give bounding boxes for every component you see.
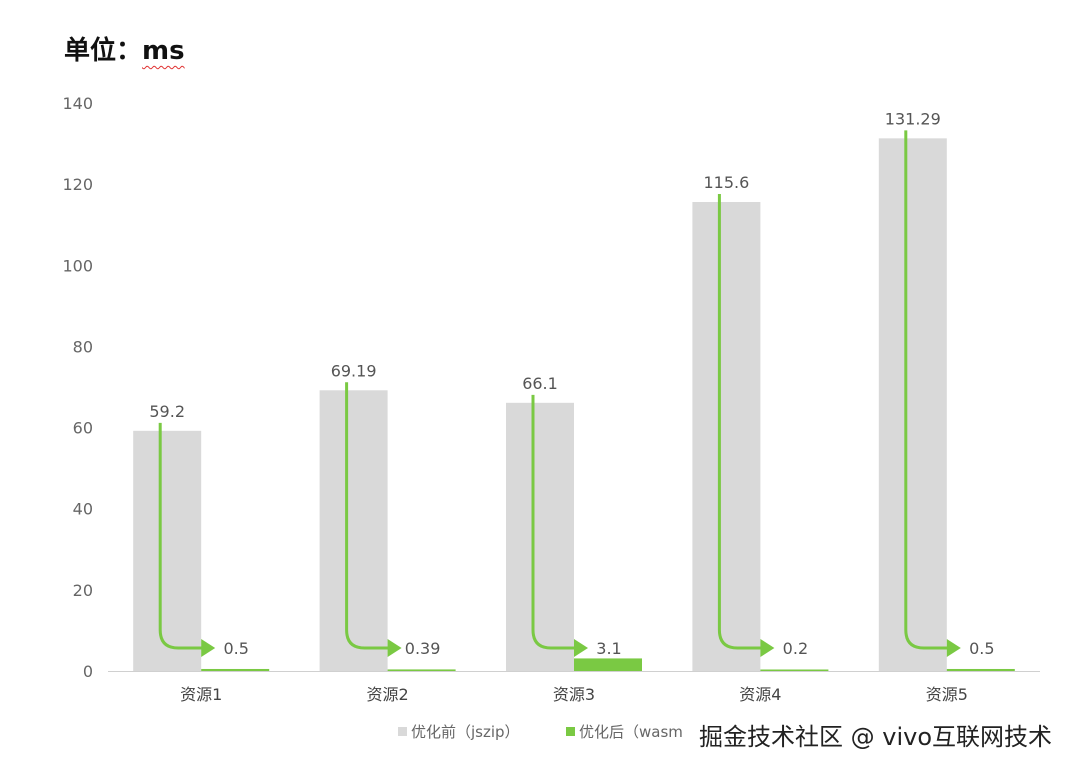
arrow-head [946, 639, 961, 657]
y-tick-label: 40 [73, 500, 93, 519]
arrow-line [904, 130, 949, 650]
arrow-head [574, 639, 588, 657]
data-label-after: 3.1 [596, 639, 621, 658]
bar-after [760, 669, 829, 671]
arrow-head [387, 639, 402, 657]
y-tick-label: 80 [73, 337, 93, 356]
legend-item-after: 优化后（wasm [566, 721, 683, 742]
data-label-before: 69.19 [331, 361, 377, 380]
data-label-before: 66.1 [522, 374, 558, 393]
watermark: 掘金技术社区 @ vivo互联网技术 [699, 723, 1053, 751]
x-tick-label: 资源4 [739, 685, 781, 704]
bar-after [387, 669, 456, 671]
arrow-line [158, 422, 204, 650]
data-label-before: 59.2 [149, 402, 185, 421]
bar-before [878, 138, 947, 671]
arrow-line [717, 193, 763, 650]
y-tick-label: 0 [83, 662, 93, 681]
data-label-after: 0.2 [783, 639, 808, 658]
bar-before [506, 402, 574, 671]
y-tick-label: 60 [73, 419, 93, 438]
x-tick-label: 资源1 [180, 685, 222, 704]
bar-after [201, 668, 270, 671]
legend-item-before: 优化前（jszip） [398, 721, 520, 742]
arrow-head [201, 639, 216, 657]
legend-swatch-after [566, 727, 575, 736]
data-label-after: 0.5 [223, 639, 248, 658]
data-label-after: 0.5 [969, 639, 994, 658]
bar-after [946, 668, 1015, 671]
bar-before [319, 390, 388, 671]
bar-after [574, 658, 642, 671]
title-prefix: 单位： [64, 36, 143, 66]
x-tick-label: 资源3 [553, 685, 595, 704]
legend-label-after: 优化后（wasm [579, 723, 683, 741]
arrow-line [531, 394, 576, 650]
legend-swatch-before [398, 727, 407, 736]
y-tick-label: 100 [62, 256, 93, 275]
arrow-head [760, 639, 775, 657]
bar-before [692, 201, 761, 671]
data-label-before: 115.6 [703, 173, 749, 192]
y-tick-label: 20 [73, 581, 93, 600]
legend-label-before: 优化前（jszip） [411, 723, 520, 741]
data-label-after: 0.39 [405, 639, 441, 658]
chart-title: 单位：ms [64, 30, 185, 67]
title-unit: ms [142, 36, 185, 66]
x-tick-label: 资源5 [926, 685, 968, 704]
bar-before [133, 430, 202, 671]
y-tick-label: 140 [62, 94, 93, 113]
y-tick-label: 120 [62, 175, 93, 194]
x-tick-label: 资源2 [367, 685, 409, 704]
data-label-before: 131.29 [885, 109, 941, 128]
arrow-line [345, 382, 390, 650]
